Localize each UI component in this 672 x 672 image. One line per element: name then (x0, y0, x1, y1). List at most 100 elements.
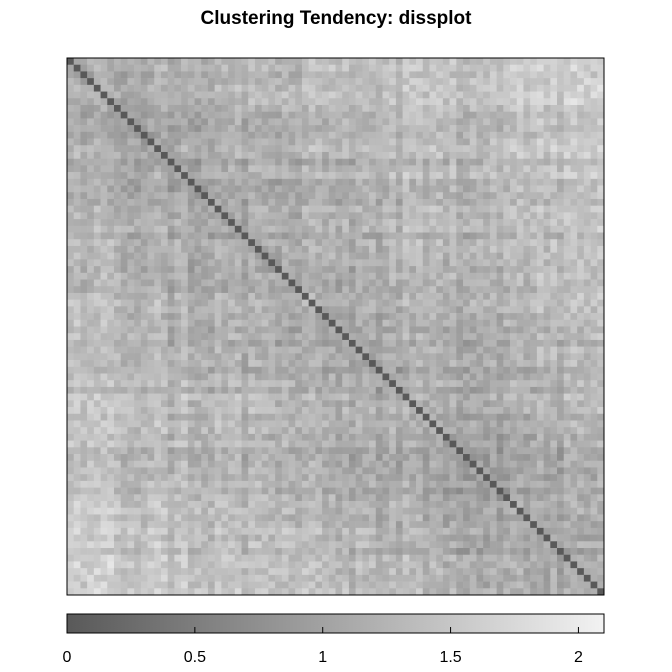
heatmap-cell (523, 386, 531, 394)
heatmap-cell (328, 172, 336, 180)
heatmap-cell (127, 245, 135, 253)
heatmap-cell (261, 346, 269, 354)
heatmap-cell (422, 259, 430, 267)
heatmap-cell (463, 339, 471, 347)
heatmap-cell (167, 252, 175, 260)
heatmap-cell (530, 205, 538, 213)
heatmap-cell (449, 205, 457, 213)
heatmap-cell (557, 279, 565, 287)
heatmap-cell (483, 346, 491, 354)
heatmap-cell (67, 71, 75, 79)
heatmap-cell (268, 245, 276, 253)
heatmap-cell (550, 118, 558, 126)
heatmap-cell (476, 393, 484, 401)
heatmap-cell (214, 339, 222, 347)
heatmap-cell (187, 71, 195, 79)
heatmap-cell (335, 252, 343, 260)
heatmap-cell (140, 447, 148, 455)
heatmap-cell (389, 353, 397, 361)
heatmap-cell (590, 353, 598, 361)
heatmap-cell (187, 360, 195, 368)
heatmap-cell (73, 433, 81, 441)
heatmap-cell (530, 111, 538, 119)
heatmap-cell (355, 225, 363, 233)
heatmap-cell (463, 427, 471, 435)
heatmap-cell (496, 266, 504, 274)
heatmap-cell (281, 111, 289, 119)
heatmap-cell (355, 467, 363, 475)
heatmap-cell (328, 272, 336, 280)
heatmap-cell (315, 319, 323, 327)
heatmap-cell (536, 386, 544, 394)
heatmap-cell (442, 299, 450, 307)
heatmap-cell (248, 178, 256, 186)
heatmap-cell (597, 380, 605, 388)
heatmap-cell (590, 420, 598, 428)
heatmap-cell (348, 192, 356, 200)
heatmap-cell (113, 145, 122, 153)
heatmap-cell (369, 454, 377, 462)
heatmap-cell (93, 266, 101, 274)
heatmap-cell (80, 252, 88, 260)
heatmap-cell (308, 225, 316, 233)
heatmap-cell (181, 266, 189, 274)
heatmap-cell (228, 346, 236, 354)
heatmap-cell (395, 326, 403, 334)
heatmap-cell (550, 366, 558, 374)
heatmap-cell (73, 118, 81, 126)
heatmap-cell (395, 360, 403, 368)
heatmap-cell (167, 245, 175, 253)
heatmap-cell (422, 151, 430, 159)
heatmap-cell (87, 407, 95, 415)
heatmap-cell (489, 433, 497, 441)
heatmap-cell (449, 460, 457, 468)
heatmap-cell (476, 266, 484, 274)
heatmap-cell (375, 433, 383, 441)
heatmap-cell (355, 306, 363, 314)
heatmap-cell (422, 111, 430, 119)
heatmap-cell (221, 454, 229, 462)
heatmap-cell (67, 78, 75, 86)
heatmap-cell (382, 333, 390, 341)
heatmap-cell (67, 447, 75, 455)
heatmap-cell (476, 353, 484, 361)
heatmap-cell (570, 299, 578, 307)
heatmap-cell (234, 407, 242, 415)
heatmap-cell (510, 198, 518, 206)
heatmap-cell (328, 158, 336, 166)
heatmap-cell (301, 380, 309, 388)
heatmap-cell (147, 460, 155, 468)
heatmap-cell (248, 474, 256, 482)
heatmap-cell (597, 111, 605, 119)
heatmap-cell (322, 172, 330, 180)
heatmap-cell (436, 460, 444, 468)
heatmap-cell (375, 225, 383, 233)
heatmap-cell (295, 118, 303, 126)
heatmap-cell (275, 91, 283, 99)
heatmap-cell (557, 326, 565, 334)
heatmap-cell (281, 373, 289, 381)
heatmap-cell (570, 58, 578, 66)
heatmap-cell (422, 339, 430, 347)
heatmap-cell (536, 306, 544, 314)
heatmap-cell (536, 319, 544, 327)
heatmap-cell (536, 427, 544, 435)
heatmap-cell (469, 292, 477, 300)
heatmap-cell (577, 360, 585, 368)
heatmap-cell (301, 373, 309, 381)
heatmap-cell (120, 185, 128, 193)
heatmap-cell (577, 64, 585, 72)
heatmap-cell (442, 91, 450, 99)
heatmap-cell (228, 165, 236, 173)
heatmap-cell (194, 71, 202, 79)
heatmap-cell (134, 232, 142, 240)
heatmap-cell (107, 286, 115, 294)
heatmap-cell (73, 353, 81, 361)
heatmap-cell (113, 239, 122, 247)
heatmap-cell (442, 380, 450, 388)
heatmap-cell (442, 259, 450, 267)
heatmap-cell (557, 360, 565, 368)
heatmap-cell (322, 373, 330, 381)
heatmap-cell (214, 104, 222, 113)
heatmap-cell (436, 386, 444, 394)
